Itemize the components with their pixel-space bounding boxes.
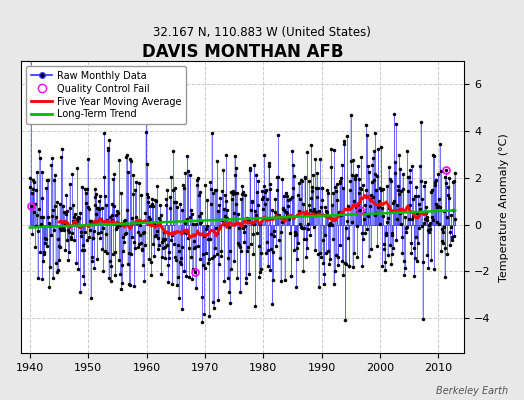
Title: DAVIS MONTHAN AFB: DAVIS MONTHAN AFB — [142, 43, 344, 61]
Legend: Raw Monthly Data, Quality Control Fail, Five Year Moving Average, Long-Term Tren: Raw Monthly Data, Quality Control Fail, … — [26, 66, 187, 124]
Text: Berkeley Earth: Berkeley Earth — [436, 386, 508, 396]
Y-axis label: Temperature Anomaly (°C): Temperature Anomaly (°C) — [499, 133, 509, 282]
Text: 32.167 N, 110.883 W (United States): 32.167 N, 110.883 W (United States) — [153, 26, 371, 39]
